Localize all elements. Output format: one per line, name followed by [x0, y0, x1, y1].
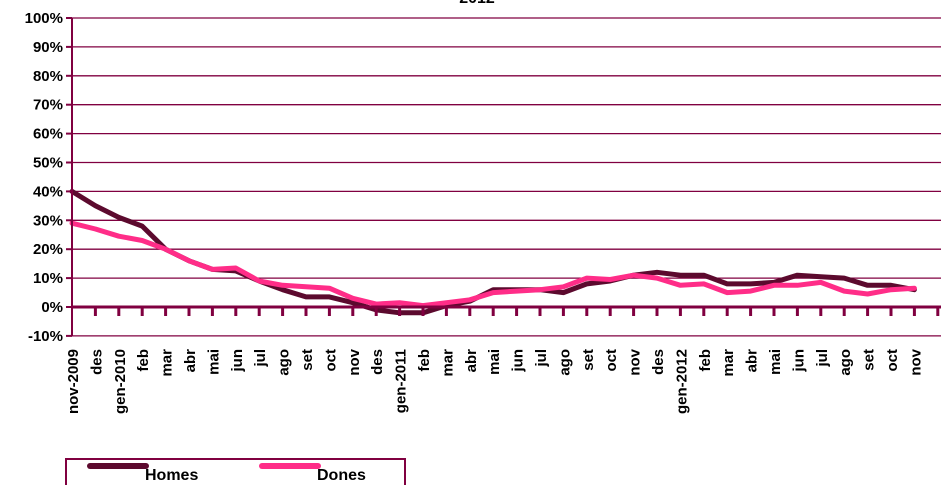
x-tick-label: des — [88, 349, 105, 375]
x-tick-label: nov-2009 — [65, 349, 82, 414]
x-tick-label: feb — [135, 349, 152, 372]
legend-label-dones: Dones — [317, 467, 366, 484]
x-tick-label: gen-2012 — [673, 349, 690, 414]
x-tick-label: mar — [720, 349, 737, 377]
x-tick-label: jun — [229, 349, 246, 373]
series-line-dones — [69, 220, 917, 309]
x-tick-label: des — [650, 349, 667, 375]
x-tick-label: abr — [463, 349, 480, 373]
x-tick-label: abr — [182, 349, 199, 373]
y-tick-label: 10% — [33, 270, 63, 287]
y-tick-label: 30% — [33, 212, 63, 229]
x-tick-label: jul — [533, 349, 550, 368]
y-tick-label: 50% — [33, 155, 63, 172]
x-tick-label: des — [369, 349, 386, 375]
x-tick-label: oct — [603, 349, 620, 372]
chart-title: 2012 — [459, 0, 495, 7]
x-tick-label: abr — [744, 349, 761, 373]
x-tick-label: mai — [767, 349, 784, 375]
y-tick-label: 90% — [33, 39, 63, 56]
x-tick-label: jul — [814, 349, 831, 368]
x-tick-label: nov — [346, 348, 363, 375]
x-tick-label: oct — [884, 349, 901, 372]
x-tick-label: ago — [837, 349, 854, 376]
y-tick-label: 40% — [33, 183, 63, 200]
y-tick-label: 100% — [25, 10, 63, 27]
legend-label-homes: Homes — [145, 467, 198, 484]
x-tick-label: mai — [486, 349, 503, 375]
x-tick-label: feb — [416, 349, 433, 372]
x-tick-label: ago — [556, 349, 573, 376]
y-tick-label: 60% — [33, 126, 63, 143]
y-tick-label: 20% — [33, 241, 63, 258]
x-tick-label: gen-2011 — [393, 349, 410, 413]
y-tick-label: -10% — [28, 328, 63, 345]
x-tick-label: nov — [627, 348, 644, 375]
x-tick-label: mar — [439, 349, 456, 377]
y-tick-label: 70% — [33, 97, 63, 114]
x-tick-label: set — [299, 349, 316, 371]
y-tick-label: 80% — [33, 68, 63, 85]
x-tick-label: mai — [205, 349, 222, 375]
x-tick-label: ago — [276, 349, 293, 376]
x-tick-label: nov — [907, 348, 924, 375]
axes — [66, 17, 941, 337]
x-tick-label: oct — [322, 349, 339, 372]
x-tick-label: jun — [790, 349, 807, 373]
x-tick-label: jul — [252, 349, 269, 368]
legend: Homes Dones — [65, 458, 406, 490]
y-tick-label: 0% — [41, 299, 63, 316]
x-tick-label: feb — [697, 349, 714, 372]
x-tick-label: jun — [510, 349, 527, 373]
series-lines — [69, 188, 917, 316]
x-tick-label: set — [861, 349, 878, 371]
tick-labels: 100%90%80%70%60%50%40%30%20%10%0%-10%nov… — [25, 10, 925, 414]
x-tick-label: mar — [159, 349, 176, 377]
x-tick-label: set — [580, 349, 597, 371]
x-tick-label: gen-2010 — [112, 349, 129, 414]
